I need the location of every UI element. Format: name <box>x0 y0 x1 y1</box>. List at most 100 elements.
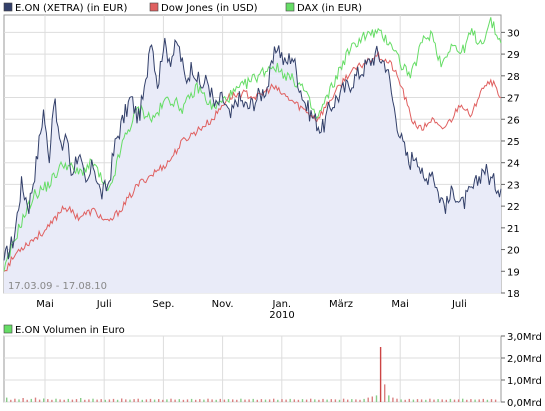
volume-bar <box>478 399 480 402</box>
volume-bar <box>408 398 410 402</box>
volume-bar <box>71 399 74 402</box>
volume-bar <box>18 399 20 402</box>
volume-bar <box>445 399 447 402</box>
volume-bar <box>388 395 390 402</box>
volume-bar <box>425 399 427 402</box>
volume-bar <box>145 399 148 402</box>
legend-label: Dow Jones (in USD) <box>161 3 258 14</box>
volume-bar <box>326 399 328 402</box>
volume-bar <box>462 398 464 402</box>
volume-bar <box>400 399 402 402</box>
volume-bar <box>232 399 234 402</box>
volume-bar <box>203 399 205 402</box>
volume-bar <box>281 399 283 402</box>
volume-bar <box>252 398 254 402</box>
volume-bar <box>100 399 102 402</box>
volume-bar <box>51 399 53 402</box>
vol-ytick-label: 0,0Mrd <box>507 398 542 407</box>
main-ytick-label: 24 <box>507 159 520 170</box>
volume-bar <box>396 398 398 402</box>
main-ytick-label: 25 <box>507 137 520 148</box>
vol-ytick-label: 3,0Mrd <box>507 332 542 343</box>
main-xtick-label: März <box>329 299 353 310</box>
volume-bar <box>318 399 320 402</box>
volume-bar <box>367 397 369 402</box>
volume-bar <box>104 399 106 402</box>
volume-bar <box>88 399 90 402</box>
series-line-0 <box>3 37 502 261</box>
volume-bar <box>322 398 324 402</box>
volume-bar <box>10 399 12 402</box>
volume-bar <box>30 398 32 402</box>
volume-bar <box>334 399 337 402</box>
volume-bar <box>338 399 341 402</box>
vol-ytick-label: 2,0Mrd <box>507 354 542 365</box>
volume-legend: E.ON Volumen in Euro <box>3 324 125 336</box>
main-xtick-label: Juli <box>451 299 467 310</box>
main-ytick-label: 18 <box>507 289 520 300</box>
volume-bar <box>347 399 349 402</box>
volume-bar <box>429 398 431 402</box>
main-ytick-label: 26 <box>507 115 520 126</box>
main-series-lines <box>3 17 502 272</box>
main-xtick-label: Mai <box>391 299 409 310</box>
volume-bar <box>404 399 406 402</box>
volume-bars <box>6 347 497 402</box>
volume-bar <box>153 399 156 402</box>
volume-bar <box>392 397 394 402</box>
volume-bar <box>289 398 291 402</box>
volume-bar <box>256 399 258 402</box>
legend-label: DAX (in EUR) <box>297 3 362 14</box>
volume-bar <box>486 399 489 402</box>
volume-bar <box>6 397 8 402</box>
volume-bar <box>416 399 419 402</box>
legend-swatch <box>285 2 295 12</box>
volume-bar <box>38 399 41 402</box>
legend-label: E.ON (XETRA) (in EUR) <box>15 3 127 14</box>
volume-bar <box>137 398 139 402</box>
volume-bar <box>227 399 230 402</box>
volume-y-axis: 0,0Mrd 1,0Mrd 2,0Mrd 3,0Mrd <box>501 332 542 409</box>
volume-bar <box>285 399 287 402</box>
volume-bar <box>22 398 24 402</box>
volume-bar <box>80 398 82 402</box>
volume-bar <box>14 398 16 402</box>
volume-bar <box>182 399 185 402</box>
volume-bar <box>190 398 193 402</box>
main-ytick-label: 28 <box>507 72 520 83</box>
volume-bar <box>26 399 28 402</box>
volume-bar <box>268 399 271 402</box>
volume-bar <box>186 399 189 402</box>
main-y-axis: 18 19 20 21 22 23 24 25 26 27 28 29 30 <box>501 28 520 300</box>
main-xtick-label: Jan. <box>272 299 292 310</box>
volume-bar <box>244 399 246 402</box>
volume-bar <box>129 399 131 402</box>
volume-bar <box>412 399 415 402</box>
volume-bar <box>474 399 476 402</box>
volume-bar <box>277 399 279 402</box>
volume-bar <box>34 397 37 402</box>
volume-bar <box>310 398 312 402</box>
volume-bar <box>112 398 115 402</box>
volume-bar <box>125 399 127 402</box>
main-ytick-label: 29 <box>507 50 520 61</box>
main-ytick-label: 27 <box>507 94 520 105</box>
legend-swatch <box>149 2 159 12</box>
volume-bar <box>351 399 353 402</box>
volume-bar <box>92 398 94 402</box>
volume-bar <box>342 398 345 402</box>
volume-bar <box>166 399 168 402</box>
volume-bar <box>441 399 443 402</box>
volume-bar <box>494 399 497 402</box>
volume-bar <box>108 399 111 402</box>
volume-bar <box>490 399 493 402</box>
volume-bar <box>264 399 267 402</box>
volume-bar <box>195 399 197 402</box>
volume-bar <box>359 399 361 402</box>
main-ytick-label: 30 <box>507 28 520 39</box>
main-ytick-label: 19 <box>507 267 520 278</box>
volume-bar <box>47 399 49 402</box>
volume-bar <box>75 399 78 402</box>
